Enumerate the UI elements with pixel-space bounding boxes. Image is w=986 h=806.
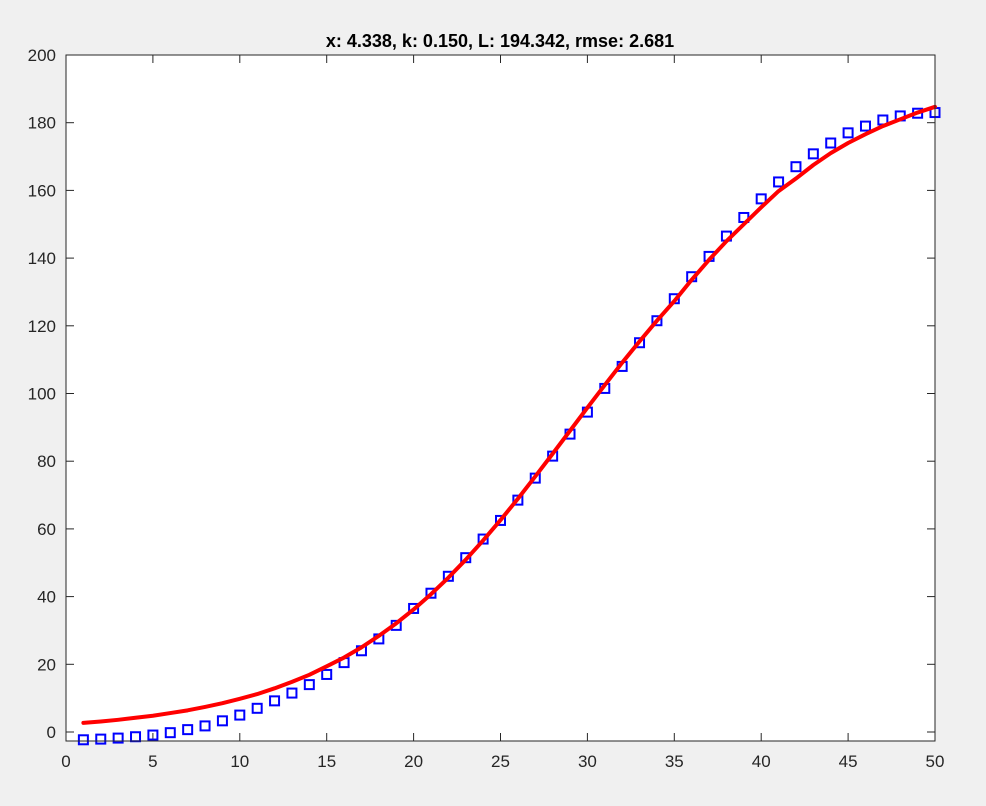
data-point-square bbox=[95, 733, 107, 745]
series-layer bbox=[77, 104, 941, 746]
data-point-square bbox=[251, 702, 263, 714]
data-point-square bbox=[216, 715, 228, 727]
y-tick-label: 40 bbox=[37, 588, 56, 607]
data-point-square bbox=[269, 695, 281, 707]
plot-area bbox=[66, 55, 935, 741]
y-tick-label: 180 bbox=[28, 114, 56, 133]
data-point-square bbox=[321, 668, 333, 680]
data-point-square bbox=[651, 315, 663, 327]
data-point-square bbox=[442, 570, 454, 582]
x-tick-label: 35 bbox=[665, 752, 684, 771]
data-point-square bbox=[425, 587, 437, 599]
data-point-square bbox=[303, 679, 315, 691]
axes-box bbox=[65, 54, 936, 742]
data-point-square bbox=[164, 727, 176, 739]
data-point-square bbox=[199, 720, 211, 732]
axes: 0 5 10 15 20 25 30 35 40 45 50 0 20 40 60 80 100 120 140 16… bbox=[28, 46, 945, 771]
data-point-square bbox=[408, 602, 420, 614]
x-tick-label: 10 bbox=[230, 752, 249, 771]
y-tick-label: 160 bbox=[28, 181, 56, 200]
x-tick-label: 0 bbox=[61, 752, 70, 771]
x-tick-label: 50 bbox=[926, 752, 945, 771]
y-tick-label: 80 bbox=[37, 452, 56, 471]
y-tick-label: 120 bbox=[28, 317, 56, 336]
data-point-square bbox=[234, 709, 246, 721]
x-tick-label: 5 bbox=[148, 752, 157, 771]
chart-title: x: 4.338, k: 0.150, L: 194.342, rmse: 2.… bbox=[326, 31, 674, 51]
data-point-square bbox=[825, 137, 837, 149]
data-point-square bbox=[77, 734, 89, 746]
data-point-square bbox=[495, 514, 506, 526]
x-tick-label: 30 bbox=[578, 752, 597, 771]
data-point-square bbox=[773, 176, 785, 188]
x-tick-label: 45 bbox=[839, 752, 858, 771]
data-point-square bbox=[477, 533, 489, 545]
data-point-square bbox=[286, 687, 298, 699]
y-tick-label: 100 bbox=[28, 385, 56, 404]
data-point-square bbox=[807, 148, 819, 160]
data-point-square bbox=[859, 120, 871, 132]
y-tick-label: 140 bbox=[28, 249, 56, 268]
data-point-square bbox=[790, 161, 802, 173]
x-tick-label: 40 bbox=[752, 752, 771, 771]
data-point-square bbox=[112, 732, 124, 744]
y-tick-label: 60 bbox=[37, 520, 56, 539]
y-tick-label: 200 bbox=[28, 46, 56, 65]
x-tick-label: 15 bbox=[317, 752, 336, 771]
data-point-square bbox=[755, 193, 767, 205]
fit-curve-line bbox=[81, 104, 937, 725]
x-tick-label: 20 bbox=[404, 752, 423, 771]
y-tick-label: 20 bbox=[37, 655, 56, 674]
data-point-square bbox=[147, 729, 159, 741]
data-point-square bbox=[182, 724, 194, 736]
data-point-square bbox=[842, 127, 854, 139]
y-tick-label: 0 bbox=[47, 723, 56, 742]
data-point-square bbox=[634, 337, 646, 349]
x-tick-label: 25 bbox=[491, 752, 510, 771]
